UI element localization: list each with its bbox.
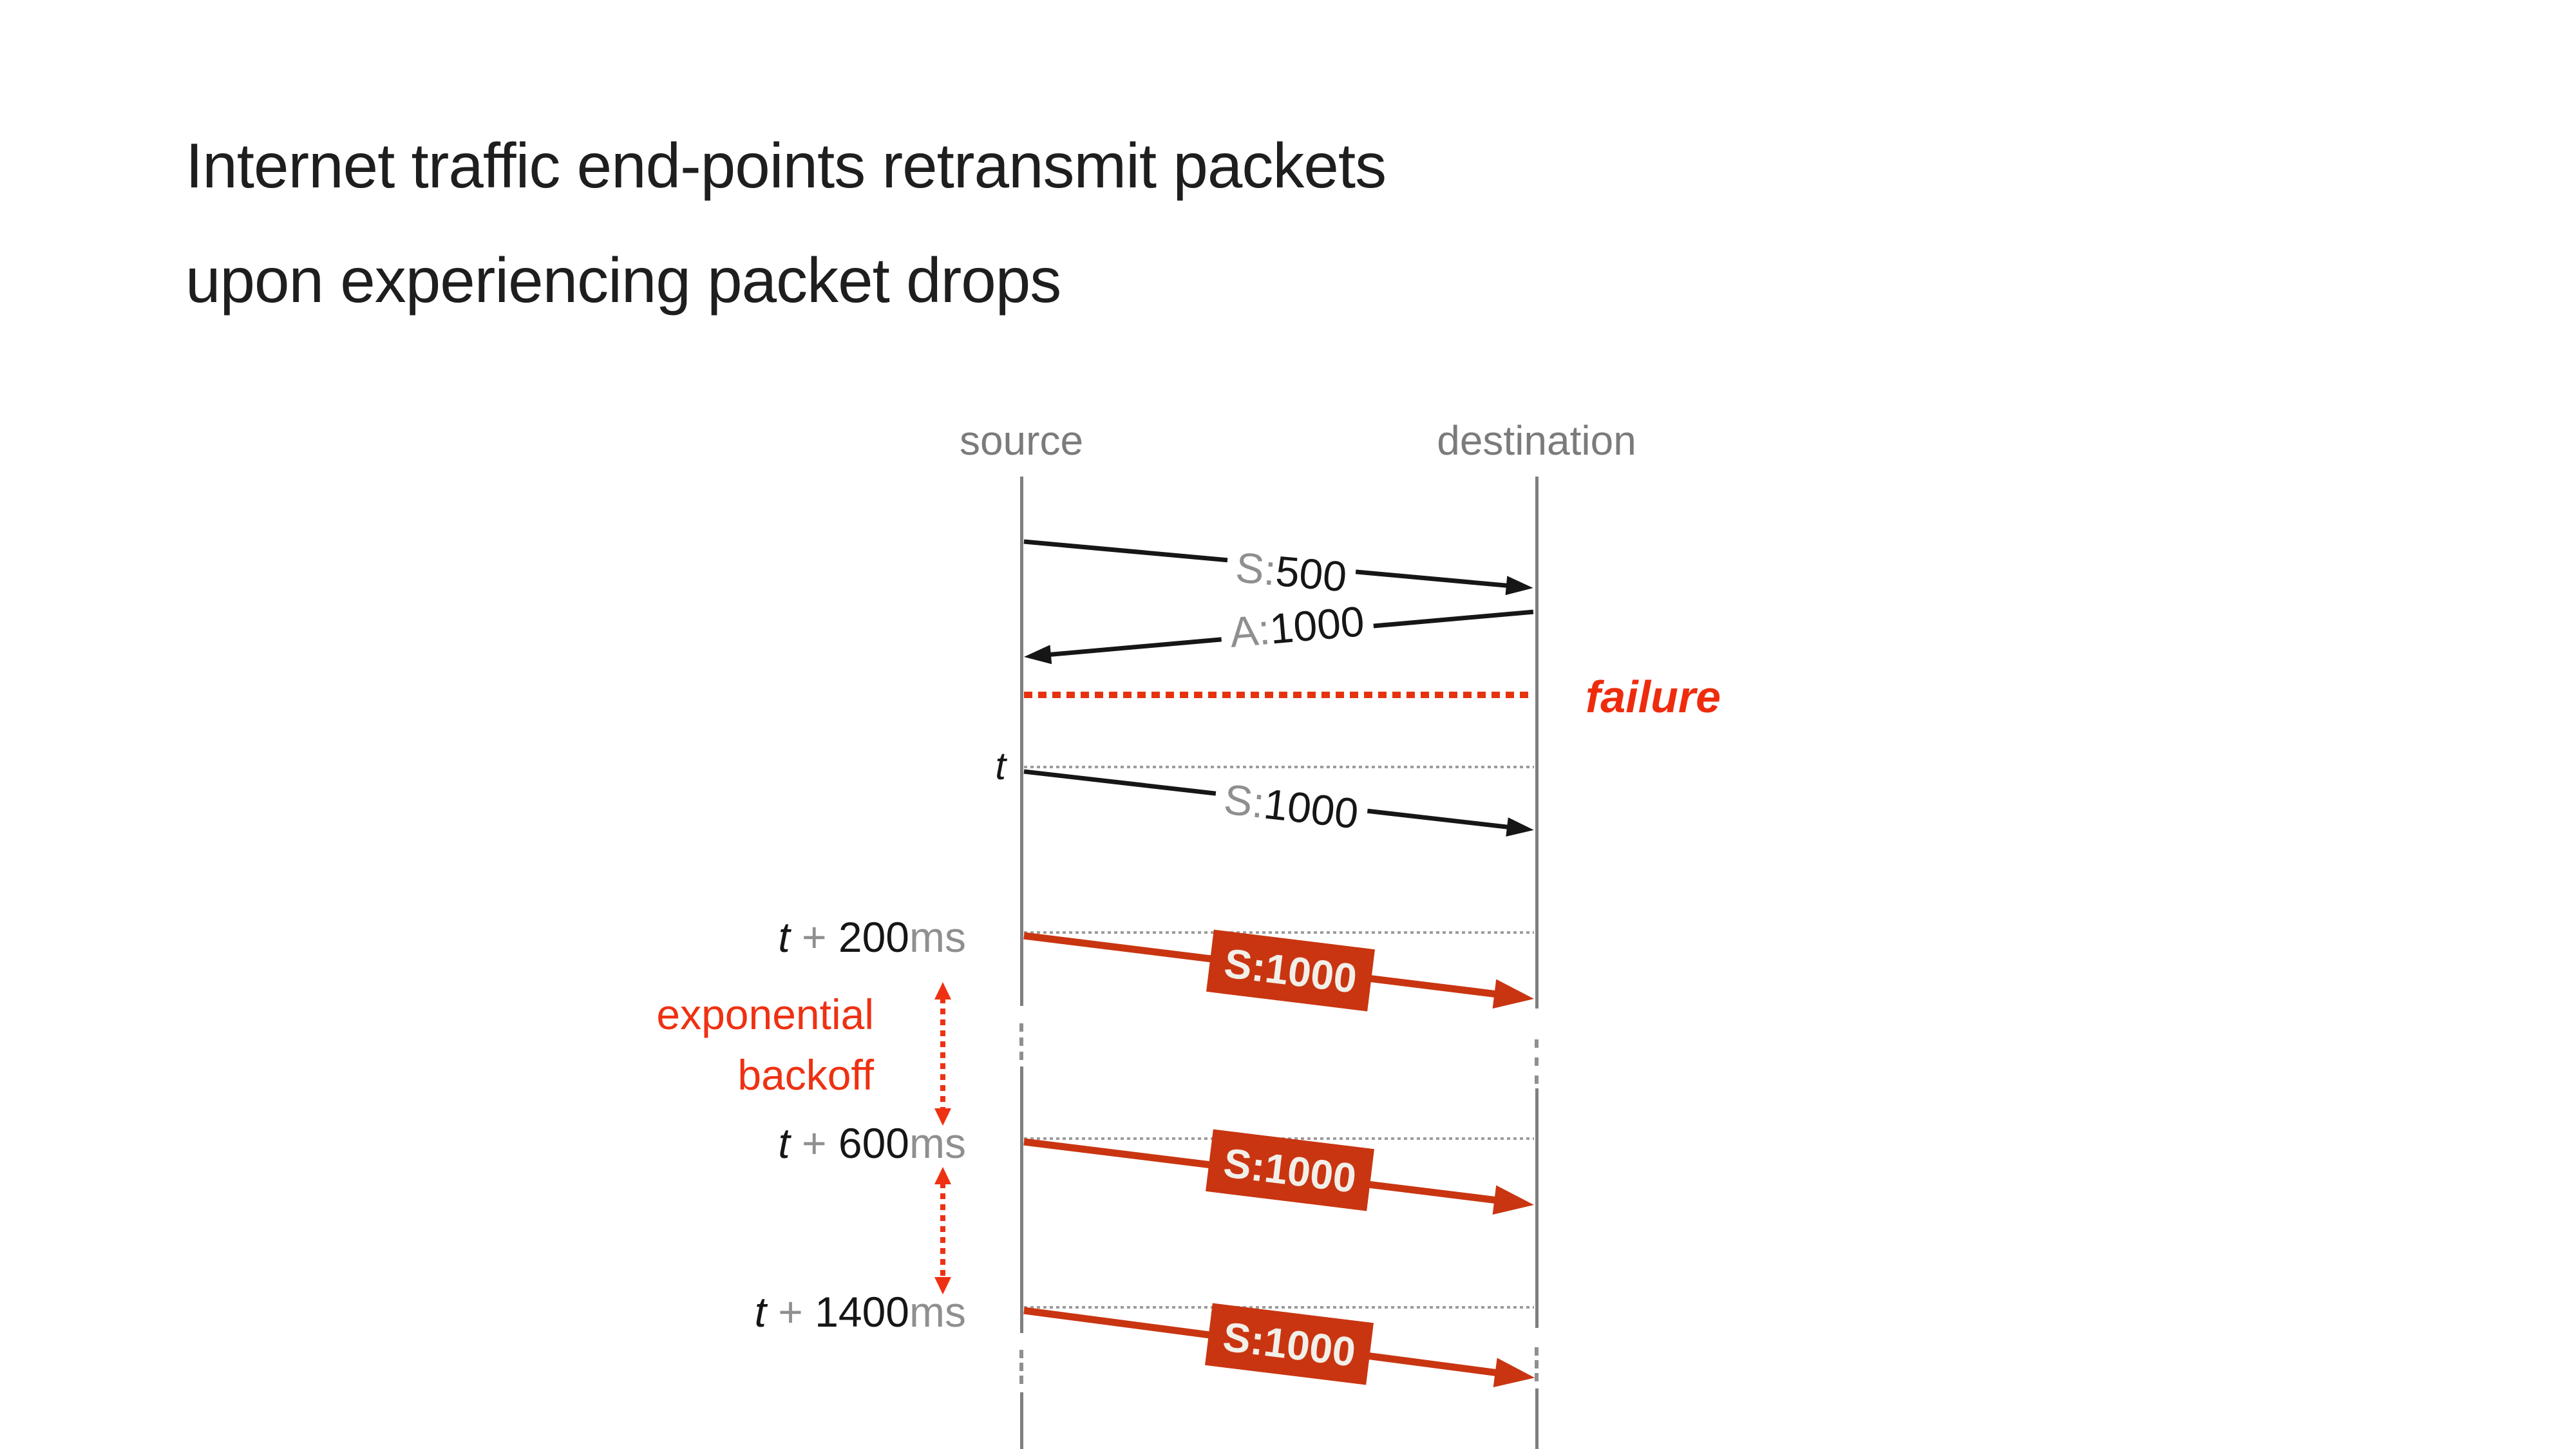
time-label-t200: t + 200ms: [778, 911, 966, 963]
backoff-arrow-2-down-icon: [934, 1277, 951, 1294]
time-unit: ms: [909, 913, 966, 961]
backoff-arrow-2-shaft: [940, 1182, 945, 1279]
page-title: Internet traffic end-points retransmit p…: [185, 108, 1387, 337]
time-plus: +: [766, 1288, 815, 1336]
time-t: t: [754, 1288, 766, 1336]
s1000-arrowhead-icon: [1506, 817, 1535, 840]
backoff-arrow-1-shaft: [940, 998, 945, 1110]
source-ellipsis-dash: [1019, 1023, 1023, 1032]
time-unit: ms: [909, 1288, 966, 1336]
a1000-label-value: 1000: [1267, 597, 1367, 653]
time-t: t: [778, 913, 790, 961]
packet-box-2: S:1000: [1206, 1129, 1374, 1211]
a1000-label: A:1000: [1218, 595, 1376, 658]
destination-timeline-segment: [1535, 1388, 1539, 1449]
s1000-label-value: 1000: [1261, 779, 1361, 838]
destination-ellipsis-dash: [1535, 1039, 1539, 1048]
time-plus: +: [790, 1119, 838, 1167]
time-num: 1400: [815, 1288, 910, 1336]
retransmit-arrowhead-2-icon: [1492, 1185, 1536, 1220]
time-t: t: [778, 1119, 790, 1167]
t200-dotted-guide: [1024, 931, 1534, 934]
time-num: 600: [838, 1119, 910, 1167]
backoff-label-line2: backoff: [737, 1051, 874, 1099]
time-num: 200: [838, 913, 910, 961]
s1000-label: S:1000: [1212, 773, 1370, 840]
failure-dotted-line: [1024, 692, 1534, 698]
source-ellipsis-dash: [1019, 1350, 1023, 1358]
backoff-arrow-2-up-icon: [934, 1167, 951, 1184]
destination-ellipsis-dash: [1535, 1075, 1539, 1084]
destination-ellipsis-dash: [1535, 1360, 1539, 1368]
packet-box-3: S:1000: [1205, 1303, 1374, 1385]
backoff-label-line1: exponential: [656, 990, 874, 1038]
source-ellipsis-dash: [1019, 1363, 1023, 1371]
destination-label: destination: [1437, 417, 1636, 464]
backoff-arrow-1-up-icon: [934, 982, 951, 999]
destination-timeline-segment: [1535, 1088, 1539, 1328]
t-marker: t: [995, 744, 1006, 788]
packet-box-1: S:1000: [1206, 929, 1375, 1012]
t-dotted-guide: [1024, 766, 1534, 768]
retransmit-arrowhead-3-icon: [1493, 1358, 1537, 1393]
source-timeline-segment: [1020, 1066, 1023, 1333]
backoff-arrow-2: [934, 1167, 952, 1294]
source-timeline-segment: [1020, 1392, 1023, 1449]
source-timeline-segment: [1020, 477, 1023, 1006]
title-line-1: Internet traffic end-points retransmit p…: [185, 130, 1387, 201]
a1000-arrowhead-icon: [1023, 645, 1052, 667]
retransmit-arrowhead-1-icon: [1492, 979, 1536, 1014]
time-plus: +: [790, 913, 838, 961]
s500-label-value: 500: [1273, 546, 1349, 601]
source-ellipsis-dash: [1019, 1037, 1023, 1046]
s500-label-prefix: S:: [1233, 543, 1278, 594]
backoff-arrow-1: [934, 982, 952, 1126]
s1000-label-prefix: S:: [1221, 775, 1267, 827]
time-unit: ms: [909, 1119, 966, 1167]
title-line-2: upon experiencing packet drops: [185, 245, 1061, 316]
source-ellipsis-dash: [1019, 1376, 1023, 1384]
backoff-label: exponential backoff: [656, 984, 874, 1105]
destination-ellipsis-dash: [1535, 1057, 1539, 1066]
failure-label: failure: [1586, 672, 1721, 722]
source-ellipsis-dash: [1019, 1052, 1023, 1060]
a1000-label-prefix: A:: [1227, 605, 1273, 656]
destination-ellipsis-dash: [1535, 1373, 1539, 1381]
s500-label: S:500: [1224, 542, 1358, 602]
t1400-dotted-guide: [1024, 1306, 1534, 1309]
time-label-t600: t + 600ms: [778, 1117, 966, 1169]
destination-ellipsis-dash: [1535, 1347, 1539, 1356]
backoff-arrow-1-down-icon: [934, 1108, 951, 1126]
destination-timeline-segment: [1535, 477, 1539, 1009]
s500-arrowhead-icon: [1505, 576, 1535, 598]
source-label: source: [959, 417, 1084, 464]
time-label-t1400: t + 1400ms: [755, 1286, 966, 1338]
